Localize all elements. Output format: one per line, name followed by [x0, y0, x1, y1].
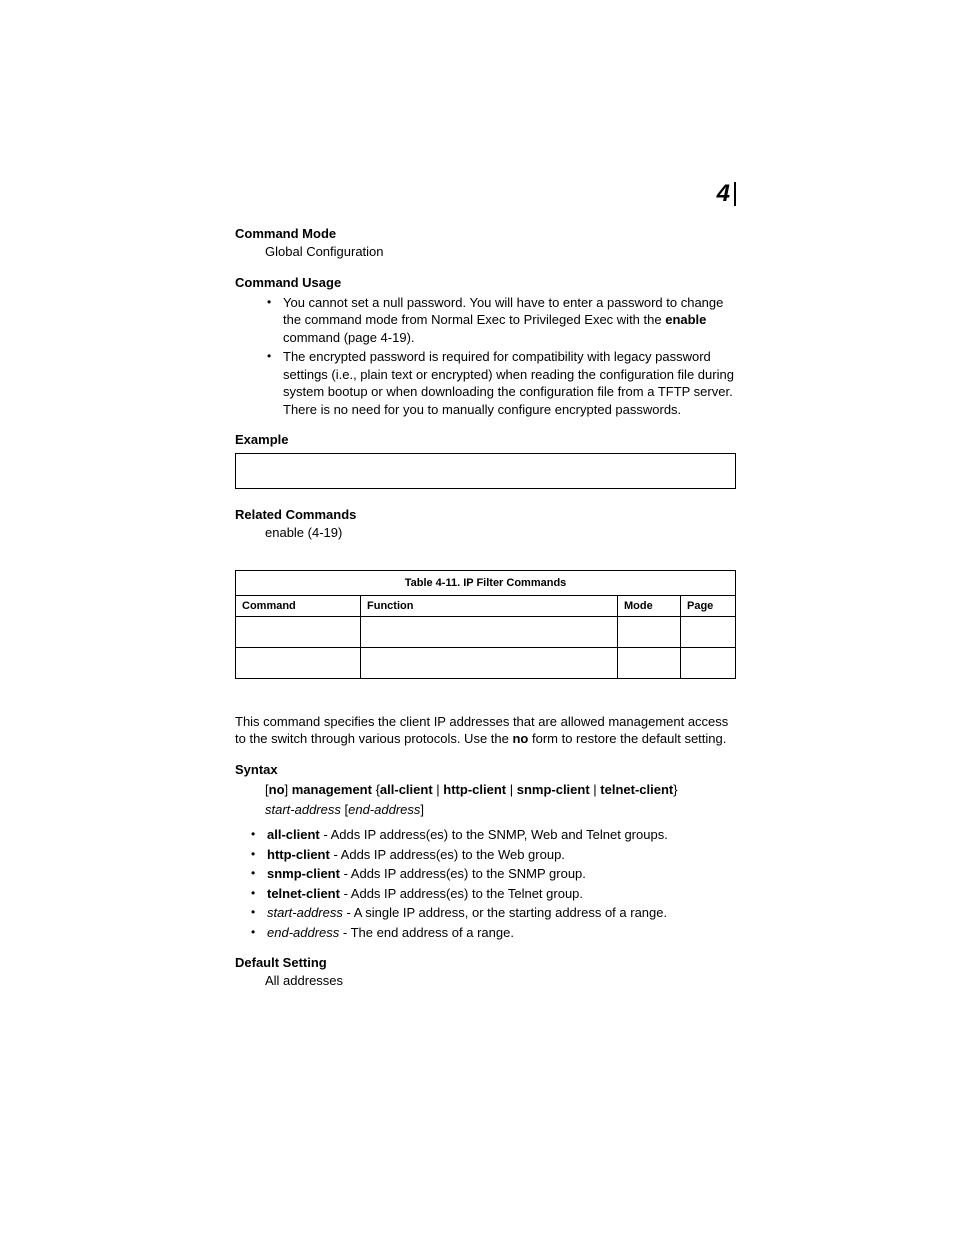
table-cell	[681, 616, 736, 647]
syntax-param: end-address - The end address of a range…	[249, 924, 736, 942]
table-cell	[618, 647, 681, 678]
syntax-line-2: start-address [end-address]	[265, 801, 736, 819]
table-cell	[618, 616, 681, 647]
table-cell	[236, 647, 361, 678]
param-name: telnet-client	[267, 886, 340, 901]
table-row	[236, 647, 736, 678]
param-name: all-client	[267, 827, 320, 842]
default-setting-text: All addresses	[265, 972, 736, 990]
table-wrap: Table 4-11. IP Filter Commands Command F…	[235, 570, 736, 679]
table-cell	[681, 647, 736, 678]
syn-bold: management	[292, 782, 372, 797]
syn-italic: start-address	[265, 802, 341, 817]
syn-punct: |	[433, 782, 444, 797]
ip-filter-commands-table: Table 4-11. IP Filter Commands Command F…	[235, 570, 736, 679]
table-header-function: Function	[361, 595, 618, 616]
syn-punct: }	[673, 782, 677, 797]
table-caption-row: Table 4-11. IP Filter Commands	[236, 570, 736, 595]
usage-text: You cannot set a null password. You will…	[283, 295, 723, 328]
management-intro: This command specifies the client IP add…	[235, 713, 736, 748]
syn-bold: http-client	[443, 782, 506, 797]
heading-syntax: Syntax	[235, 762, 736, 777]
syntax-params-list: all-client - Adds IP address(es) to the …	[249, 826, 736, 941]
heading-command-mode: Command Mode	[235, 226, 736, 241]
usage-bold: enable	[665, 312, 706, 327]
param-name: snmp-client	[267, 866, 340, 881]
param-desc: - Adds IP address(es) to the Telnet grou…	[340, 886, 583, 901]
syn-bold: telnet-client	[600, 782, 673, 797]
table-header-command: Command	[236, 595, 361, 616]
table-cell	[361, 647, 618, 678]
syn-bold: no	[269, 782, 285, 797]
heading-default-setting: Default Setting	[235, 955, 736, 970]
usage-item: You cannot set a null password. You will…	[265, 294, 736, 347]
heading-example: Example	[235, 432, 736, 447]
table-row	[236, 616, 736, 647]
syn-punct: ]	[285, 782, 292, 797]
intro-text: form to restore the default setting.	[528, 731, 726, 746]
table-header-page: Page	[681, 595, 736, 616]
param-desc: - A single IP address, or the starting a…	[343, 905, 667, 920]
heading-related-commands: Related Commands	[235, 507, 736, 522]
usage-item: The encrypted password is required for c…	[265, 348, 736, 418]
table-caption: Table 4-11. IP Filter Commands	[236, 570, 736, 595]
table-header-mode: Mode	[618, 595, 681, 616]
usage-text: command (page 4-19).	[283, 330, 415, 345]
syntax-line-1: [no] management {all-client | http-clien…	[265, 781, 736, 799]
intro-bold: no	[512, 731, 528, 746]
table-cell	[361, 616, 618, 647]
syn-bold: snmp-client	[517, 782, 590, 797]
syn-italic: end-address	[348, 802, 420, 817]
syntax-param: snmp-client - Adds IP address(es) to the…	[249, 865, 736, 883]
param-desc: - Adds IP address(es) to the SNMP, Web a…	[320, 827, 668, 842]
param-name: end-address	[267, 925, 339, 940]
param-name: http-client	[267, 847, 330, 862]
heading-command-usage: Command Usage	[235, 275, 736, 290]
syntax-param: http-client - Adds IP address(es) to the…	[249, 846, 736, 864]
example-box	[235, 453, 736, 489]
param-desc: - The end address of a range.	[339, 925, 514, 940]
syn-punct: {	[372, 782, 380, 797]
syn-bold: all-client	[380, 782, 433, 797]
param-desc: - Adds IP address(es) to the Web group.	[330, 847, 565, 862]
related-commands-text: enable (4-19)	[265, 524, 736, 542]
syntax-param: telnet-client - Adds IP address(es) to t…	[249, 885, 736, 903]
syntax-param: start-address - A single IP address, or …	[249, 904, 736, 922]
usage-list: You cannot set a null password. You will…	[265, 294, 736, 419]
table-cell	[236, 616, 361, 647]
syn-punct: |	[590, 782, 601, 797]
table-header-row: Command Function Mode Page	[236, 595, 736, 616]
syn-punct: ]	[420, 802, 424, 817]
syntax-param: all-client - Adds IP address(es) to the …	[249, 826, 736, 844]
page: 4 Command Mode Global Configuration Comm…	[0, 0, 954, 1235]
usage-text: The encrypted password is required for c…	[283, 349, 734, 417]
param-desc: - Adds IP address(es) to the SNMP group.	[340, 866, 586, 881]
syn-punct: |	[506, 782, 517, 797]
param-name: start-address	[267, 905, 343, 920]
page-content: Command Mode Global Configuration Comman…	[235, 226, 736, 990]
chapter-number: 4	[717, 182, 736, 206]
command-mode-text: Global Configuration	[265, 243, 736, 261]
